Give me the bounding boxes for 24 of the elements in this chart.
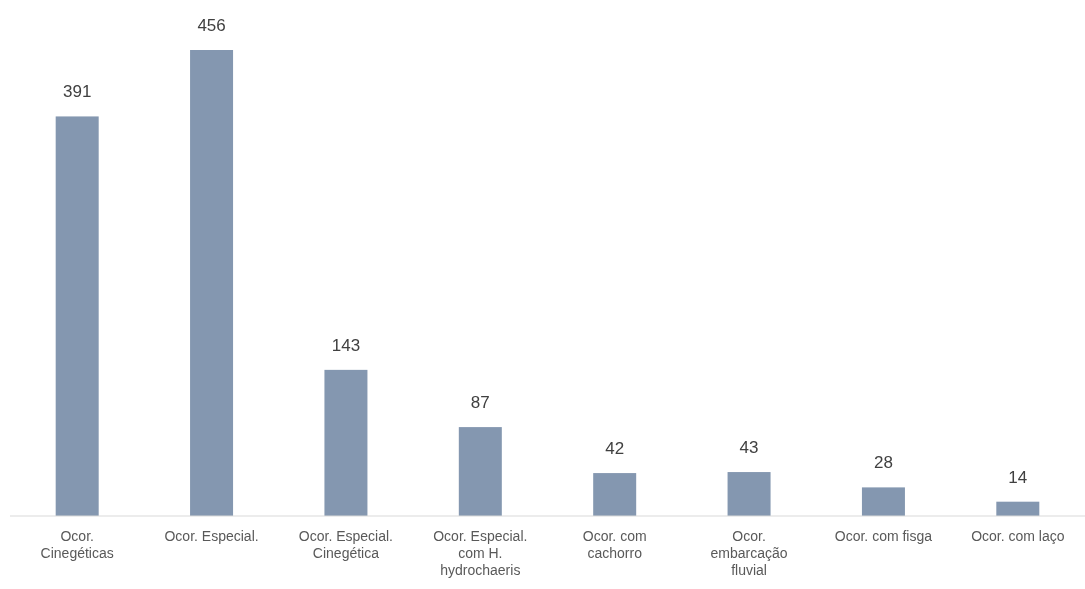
data-label: 391 (63, 82, 92, 102)
x-tick-label: Ocor. Especial. (164, 528, 259, 544)
data-label: 14 (1008, 467, 1028, 487)
x-tick-label: Ocor. embarcação fluvial (710, 528, 788, 578)
data-label: 42 (605, 439, 625, 459)
data-label: 456 (197, 16, 226, 35)
data-label: 28 (873, 453, 893, 473)
x-tick-label: Ocor. Especial. Cinegética (298, 528, 394, 561)
bar (727, 472, 771, 516)
bar (593, 473, 637, 516)
bar (324, 369, 368, 516)
bar (996, 501, 1040, 516)
bar (190, 50, 234, 516)
bar (55, 116, 99, 516)
data-label: 43 (739, 438, 759, 458)
data-label: 143 (331, 335, 361, 355)
x-tick-label: Ocor. com fisga (834, 528, 933, 544)
x-tick-label: Ocor. com laço (971, 528, 1065, 544)
x-tick-label: Ocor. com cachorro (582, 528, 647, 561)
bar (458, 427, 502, 516)
bar (861, 487, 905, 516)
x-tick-label: Ocor. Cinegéticas (40, 528, 114, 561)
x-tick-label: Ocor. Especial. com H. hydrochaeris (433, 528, 528, 578)
data-label: 87 (470, 393, 490, 413)
